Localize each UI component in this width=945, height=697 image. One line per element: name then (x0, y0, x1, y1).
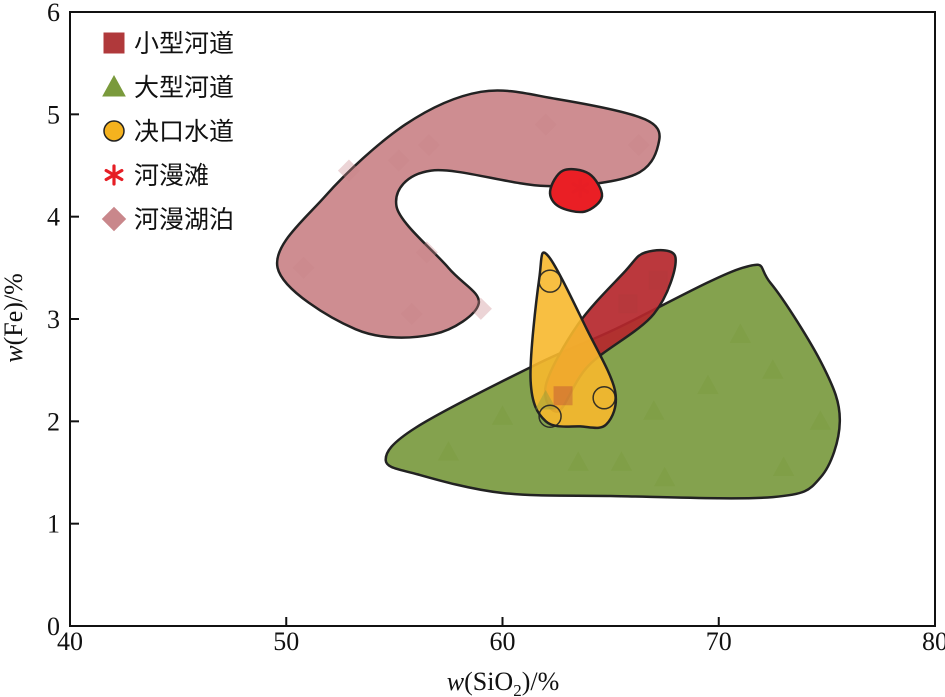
point-triangle (491, 405, 514, 425)
point-triangle (809, 410, 832, 430)
point-triangle (653, 466, 676, 487)
legend-marker-circle (103, 120, 125, 142)
legend-item-triangle: 大型河道 (102, 73, 234, 102)
x-tick-label: 80 (922, 627, 945, 656)
group-regions (275, 89, 842, 500)
legend-label: 河漫湖泊 (134, 205, 234, 234)
point-triangle (643, 400, 665, 420)
x-tick-label: 70 (706, 627, 732, 656)
y-tick-label: 6 (47, 0, 60, 27)
point-triangle (697, 374, 719, 395)
region-diamond (275, 89, 661, 339)
legend-item-circle: 决口水道 (103, 117, 234, 146)
y-tick-label: 1 (47, 510, 60, 539)
point-diamond (387, 149, 410, 172)
point-triangle (437, 441, 460, 461)
point-diamond (337, 159, 361, 182)
point-diamond (534, 113, 557, 136)
x-tick-label: 40 (57, 627, 83, 656)
point-circle (538, 269, 562, 293)
point-diamond (400, 302, 423, 325)
point-triangle (772, 456, 795, 476)
point-diamond (292, 256, 315, 279)
y-tick-label: 2 (47, 407, 60, 436)
legend-label: 大型河道 (134, 73, 234, 102)
legend-marker-square (103, 32, 125, 54)
x-tick-label: 60 (490, 627, 516, 656)
point-diamond (417, 133, 441, 157)
region-asterisk (548, 167, 604, 214)
point-square (648, 270, 668, 290)
x-tick-label: 50 (273, 627, 299, 656)
legend-marker-asterisk (104, 164, 124, 186)
y-tick-label: 5 (47, 100, 60, 129)
y-tick-label: 0 (47, 612, 60, 641)
point-triangle (762, 359, 784, 379)
region-circle (529, 251, 618, 430)
axis-ticks: 40 50 60 70 80 0 1 2 3 4 5 6 (47, 0, 945, 656)
point-square (618, 294, 638, 314)
point-triangle (535, 389, 557, 410)
legend-item-square: 小型河道 (103, 29, 234, 58)
y-tick-label: 3 (47, 305, 60, 334)
y-axis-title: w(Fe)/% (0, 273, 28, 363)
point-square (553, 386, 573, 406)
point-triangle (567, 451, 589, 471)
legend-item-asterisk: 河漫滩 (104, 161, 209, 190)
legend-label: 决口水道 (134, 117, 234, 146)
legend-item-diamond: 河漫湖泊 (101, 205, 234, 234)
point-circle (538, 404, 562, 428)
point-asterisk (571, 178, 589, 198)
point-diamond (469, 297, 492, 320)
point-diamond (415, 241, 438, 264)
legend-label: 河漫滩 (134, 161, 209, 190)
point-triangle (610, 451, 633, 471)
x-axis-title: w(SiO2)/% (447, 667, 560, 697)
legend-marker-triangle (102, 74, 126, 97)
legend-label: 小型河道 (134, 29, 234, 58)
y-tick-label: 4 (47, 203, 60, 232)
point-diamond (627, 133, 650, 157)
point-triangle (729, 323, 752, 343)
point-circle (592, 386, 616, 410)
legend-marker-diamond (101, 206, 127, 232)
data-points (292, 113, 832, 487)
